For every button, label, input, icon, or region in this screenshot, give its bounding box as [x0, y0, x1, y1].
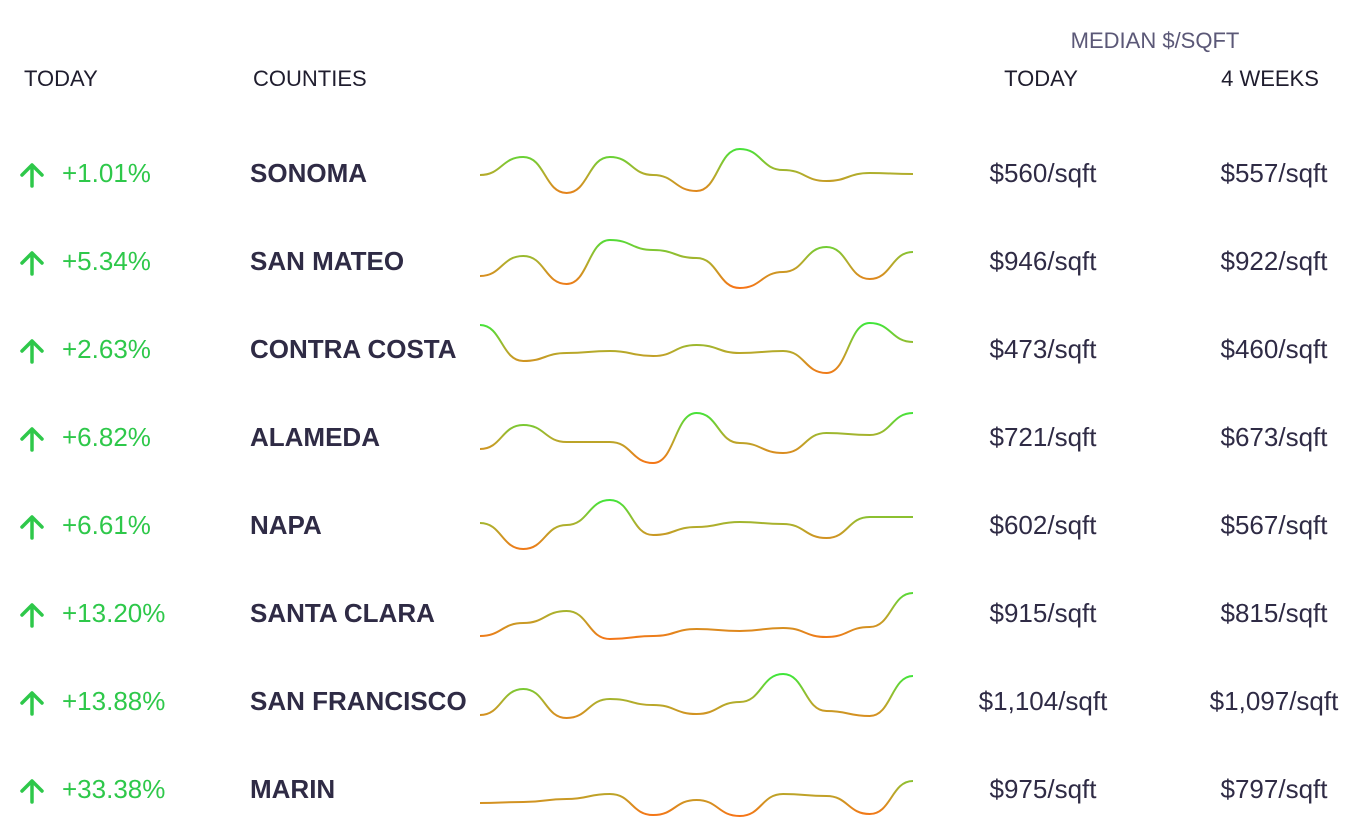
up-arrow: [20, 427, 44, 452]
price-today: $946/sqft: [990, 246, 1098, 276]
change-percent: +6.61%: [62, 510, 151, 540]
column-header: TODAY: [24, 66, 98, 91]
county-name: SAN MATEO: [250, 246, 404, 276]
trend-sparkline: [479, 592, 914, 641]
up-arrow: [20, 251, 44, 276]
up-arrow: [20, 691, 44, 716]
county-name: NAPA: [250, 510, 322, 540]
change-percent: +2.63%: [62, 334, 151, 364]
county-name: MARIN: [250, 774, 335, 804]
trend-sparkline: [479, 411, 914, 465]
change-percent: +5.34%: [62, 246, 151, 276]
change-percent: +33.38%: [62, 774, 165, 804]
up-arrow: [20, 515, 44, 540]
column-header: 4 WEEKS: [1221, 66, 1319, 91]
price-today: $915/sqft: [990, 598, 1098, 628]
price-4-weeks: $567/sqft: [1221, 510, 1329, 540]
price-today: $560/sqft: [990, 158, 1098, 188]
change-percent: +13.88%: [62, 686, 165, 716]
column-header: TODAY: [1004, 66, 1078, 91]
county-name: SONOMA: [250, 158, 367, 188]
price-4-weeks: $1,097/sqft: [1210, 686, 1339, 716]
trend-sparkline: [479, 780, 914, 818]
county-name: ALAMEDA: [250, 422, 380, 452]
up-arrow: [20, 339, 44, 364]
up-arrow: [20, 603, 44, 628]
trend-sparkline: [479, 498, 913, 551]
price-4-weeks: $673/sqft: [1221, 422, 1329, 452]
price-today: $473/sqft: [990, 334, 1098, 364]
price-4-weeks: $815/sqft: [1221, 598, 1329, 628]
column-header: COUNTIES: [253, 66, 367, 91]
county-name: CONTRA COSTA: [250, 334, 457, 364]
price-4-weeks: $797/sqft: [1221, 774, 1329, 804]
price-4-weeks: $557/sqft: [1221, 158, 1329, 188]
trend-sparkline: [479, 238, 914, 290]
trend-sparkline: [479, 147, 914, 195]
price-today: $1,104/sqft: [979, 686, 1108, 716]
price-today: $602/sqft: [990, 510, 1098, 540]
trend-sparkline: [479, 321, 914, 375]
up-arrow: [20, 779, 44, 804]
county-name: SANTA CLARA: [250, 598, 435, 628]
up-arrow: [20, 163, 44, 188]
price-today: $975/sqft: [990, 774, 1098, 804]
county-name: SAN FRANCISCO: [250, 686, 467, 716]
price-4-weeks: $460/sqft: [1221, 334, 1329, 364]
change-percent: +13.20%: [62, 598, 165, 628]
trend-sparkline: [479, 672, 914, 720]
group-header: MEDIAN $/SQFT: [1071, 28, 1240, 53]
change-percent: +6.82%: [62, 422, 151, 452]
price-today: $721/sqft: [990, 422, 1098, 452]
price-4-weeks: $922/sqft: [1221, 246, 1329, 276]
change-percent: +1.01%: [62, 158, 151, 188]
